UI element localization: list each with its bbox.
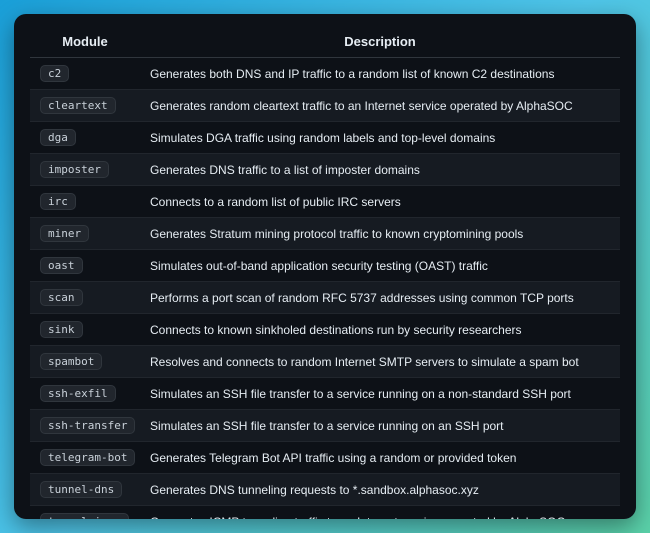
module-tag: scan <box>40 289 83 306</box>
description-cell: Generates both DNS and IP traffic to a r… <box>140 58 620 90</box>
description-cell: Generates DNS traffic to a list of impos… <box>140 154 620 186</box>
module-tag: ssh-exfil <box>40 385 116 402</box>
description-cell: Generates Telegram Bot API traffic using… <box>140 442 620 474</box>
table-row: ssh-exfil Simulates an SSH file transfer … <box>30 378 620 410</box>
table-row: dga Simulates DGA traffic using random la… <box>30 122 620 154</box>
table-row: ssh-transfer Simulates an SSH file transf… <box>30 410 620 442</box>
description-cell: Simulates an SSH file transfer to a serv… <box>140 378 620 410</box>
table-row: irc Connects to a random list of public I… <box>30 186 620 218</box>
module-tag: miner <box>40 225 89 242</box>
module-cell: sink <box>30 314 140 346</box>
module-tag: telegram-bot <box>40 449 135 466</box>
module-tag: imposter <box>40 161 109 178</box>
module-cell: tunnel-dns <box>30 474 140 506</box>
description-cell: Generates random cleartext traffic to an… <box>140 90 620 122</box>
module-cell: irc <box>30 186 140 218</box>
module-tag: irc <box>40 193 76 210</box>
table-row: miner Generates Stratum mining protocol t… <box>30 218 620 250</box>
description-cell: Resolves and connects to random Internet… <box>140 346 620 378</box>
module-tag: dga <box>40 129 76 146</box>
module-cell: tunnel-icmp <box>30 506 140 520</box>
description-cell: Generates Stratum mining protocol traffi… <box>140 218 620 250</box>
table-row: telegram-bot Generates Telegram Bot API t… <box>30 442 620 474</box>
module-cell: scan <box>30 282 140 314</box>
table-row: scan Performs a port scan of random RFC 5… <box>30 282 620 314</box>
table-row: cleartext Generates random cleartext traf… <box>30 90 620 122</box>
table-body: c2 Generates both DNS and IP traffic to a… <box>30 58 620 520</box>
module-tag: spambot <box>40 353 102 370</box>
table-header-row: Module Description <box>30 26 620 58</box>
module-cell: imposter <box>30 154 140 186</box>
description-cell: Simulates an SSH file transfer to a serv… <box>140 410 620 442</box>
module-cell: oast <box>30 250 140 282</box>
table-row: spambot Resolves and connects to random I… <box>30 346 620 378</box>
module-cell: telegram-bot <box>30 442 140 474</box>
description-cell: Generates ICMP tunneling traffic to an I… <box>140 506 620 520</box>
description-cell: Connects to a random list of public IRC … <box>140 186 620 218</box>
module-tag: cleartext <box>40 97 116 114</box>
module-cell: c2 <box>30 58 140 90</box>
column-header-module: Module <box>30 26 140 58</box>
module-cell: dga <box>30 122 140 154</box>
table-row: tunnel-icmp Generates ICMP tunneling traf… <box>30 506 620 520</box>
module-cell: cleartext <box>30 90 140 122</box>
description-cell: Generates DNS tunneling requests to *.sa… <box>140 474 620 506</box>
module-tag: c2 <box>40 65 69 82</box>
table-row: oast Simulates out-of-band application se… <box>30 250 620 282</box>
module-cell: miner <box>30 218 140 250</box>
description-cell: Performs a port scan of random RFC 5737 … <box>140 282 620 314</box>
column-header-description: Description <box>140 26 620 58</box>
module-cell: spambot <box>30 346 140 378</box>
module-tag: ssh-transfer <box>40 417 135 434</box>
table-row: tunnel-dns Generates DNS tunneling reques… <box>30 474 620 506</box>
module-cell: ssh-exfil <box>30 378 140 410</box>
module-tag: oast <box>40 257 83 274</box>
module-tag: tunnel-dns <box>40 481 122 498</box>
table-row: sink Connects to known sinkholed destinat… <box>30 314 620 346</box>
table-row: c2 Generates both DNS and IP traffic to a… <box>30 58 620 90</box>
description-cell: Simulates out-of-band application securi… <box>140 250 620 282</box>
description-cell: Connects to known sinkholed destinations… <box>140 314 620 346</box>
description-cell: Simulates DGA traffic using random label… <box>140 122 620 154</box>
modules-panel: Module Description c2 Generates both DNS … <box>14 14 636 519</box>
table-row: imposter Generates DNS traffic to a list … <box>30 154 620 186</box>
module-tag: sink <box>40 321 83 338</box>
module-tag: tunnel-icmp <box>40 513 129 519</box>
modules-table: Module Description c2 Generates both DNS … <box>30 26 620 519</box>
module-cell: ssh-transfer <box>30 410 140 442</box>
